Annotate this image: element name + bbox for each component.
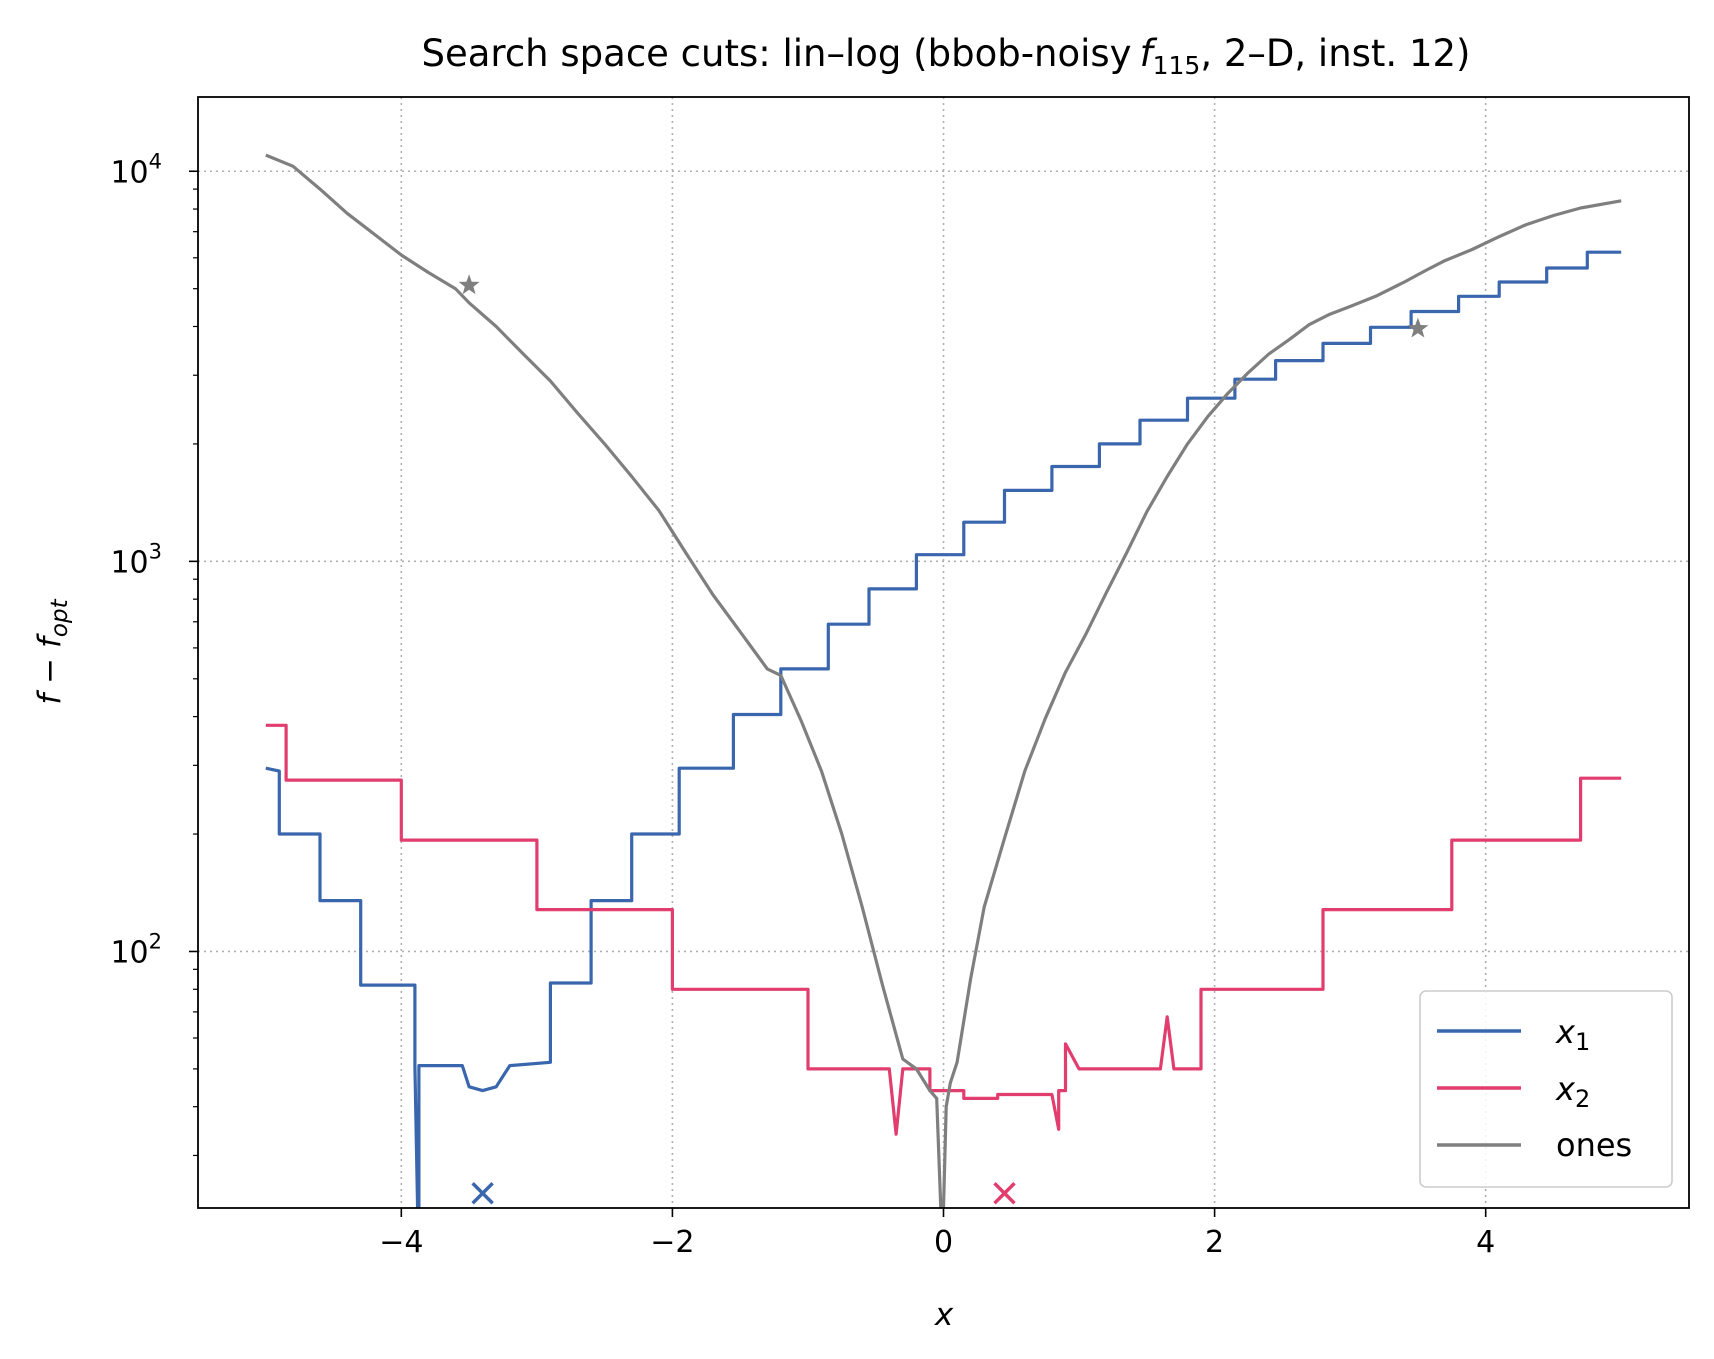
y-tick-label: 103 <box>110 539 162 580</box>
x-axis: −4 −2 0 2 4 <box>379 1208 1495 1260</box>
x-tick-label: 4 <box>1476 1225 1495 1260</box>
y-axis: 102 103 104 <box>110 149 198 1157</box>
y-tick-label: 104 <box>110 149 162 190</box>
series-line-x2 <box>265 723 1622 1136</box>
chart-title: Search space cuts: lin–log (bbob-noisy f1… <box>422 32 1471 80</box>
legend-label-x2: x2 <box>1555 1070 1590 1113</box>
legend: x1 x2 ones <box>1419 990 1673 1188</box>
y-axis-label: f − fopt <box>32 598 73 704</box>
y-tick-label: 102 <box>110 929 162 970</box>
legend-label-ones: ones <box>1556 1126 1632 1164</box>
marker-star <box>458 274 480 295</box>
series-layer <box>265 153 1622 1208</box>
x-tick-label: 2 <box>1205 1225 1224 1260</box>
title-function-index: 115 <box>1153 51 1201 80</box>
marker-layer <box>458 274 1429 1205</box>
series-line-ones <box>265 153 1622 1208</box>
y-axis-label-main: f − f <box>32 633 68 705</box>
legend-label-x1: x1 <box>1555 1013 1590 1056</box>
x-tick-label: −4 <box>379 1225 423 1260</box>
title-text: Search space cuts: lin–log (bbob-noisy <box>422 32 1132 75</box>
marker-star <box>1407 317 1429 338</box>
x-tick-label: 0 <box>934 1225 953 1260</box>
x-axis-label: x <box>934 1297 954 1333</box>
x-tick-label: −2 <box>650 1225 694 1260</box>
marker-cross <box>471 1182 494 1205</box>
y-axis-label-sub: opt <box>47 598 73 637</box>
marker-cross <box>993 1182 1016 1205</box>
legend-box <box>1419 990 1673 1188</box>
title-rest: , 2–D, inst. 12) <box>1200 32 1470 75</box>
series-line-x1 <box>265 250 1622 1208</box>
